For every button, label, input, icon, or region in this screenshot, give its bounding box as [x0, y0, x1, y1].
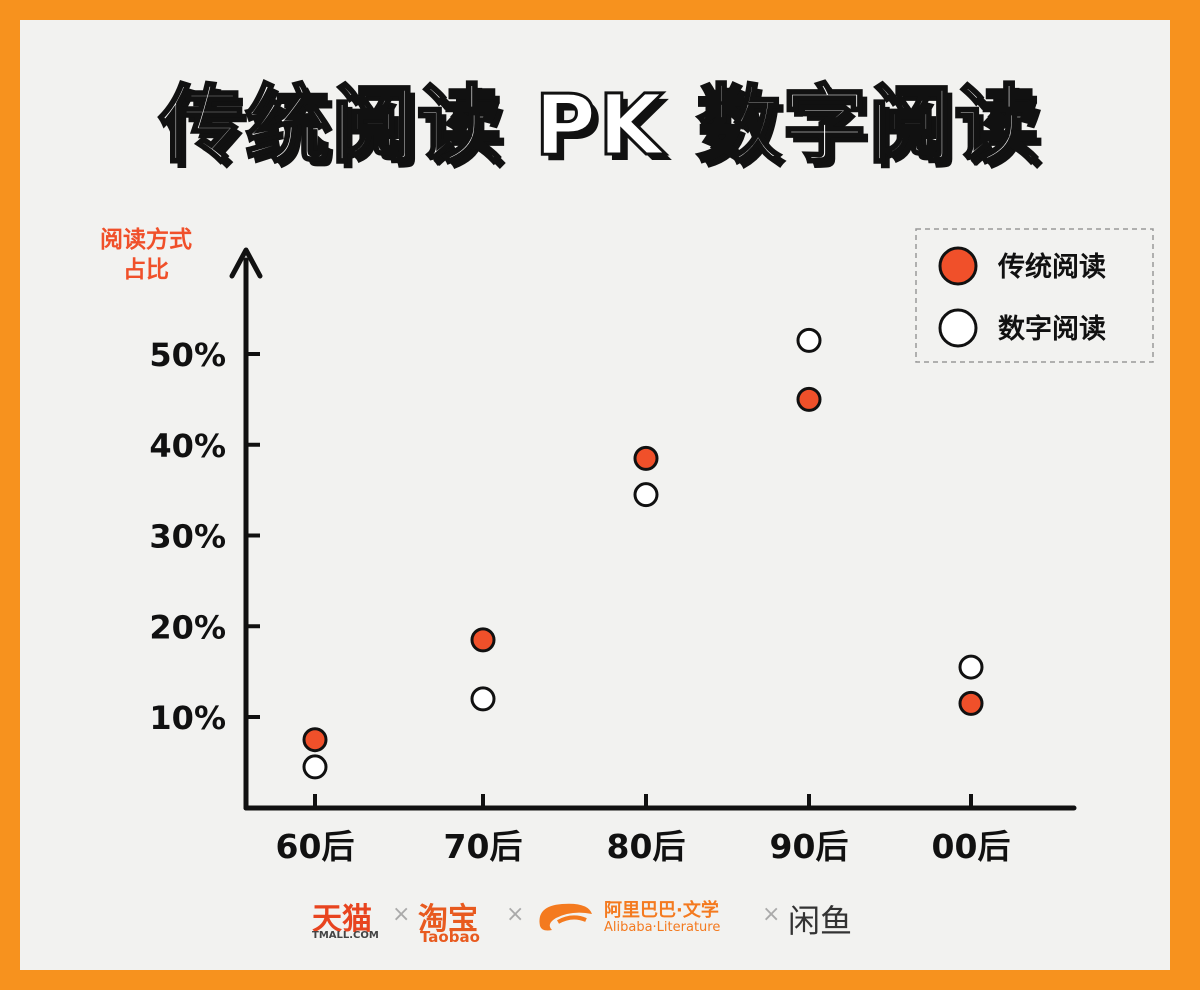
point-traditional	[958, 690, 984, 716]
chart-card	[20, 20, 1170, 970]
legend-label: 传统阅读	[997, 251, 1106, 283]
legend-marker-traditional	[938, 246, 978, 286]
alibaba-literature-logo: 阿里巴巴·文学	[604, 900, 719, 921]
separator-2: ×	[506, 902, 525, 927]
point-traditional	[796, 386, 822, 412]
x-tick-label: 90后	[770, 827, 849, 866]
point-digital	[958, 654, 984, 680]
y-tick-label: 40%	[149, 427, 226, 465]
tmall-logo: 天猫	[312, 902, 372, 937]
chart-title: 传统阅读 PK 数字阅读	[158, 75, 1041, 176]
point-digital	[470, 686, 496, 712]
x-tick-label: 60后	[276, 827, 355, 866]
tmall-sub: TMALL.COM	[312, 930, 379, 941]
legend-label: 数字阅读	[998, 313, 1106, 345]
y-tick-label: 50%	[149, 336, 226, 374]
taobao-sub: Taobao	[420, 928, 480, 946]
x-tick-label: 80后	[607, 827, 686, 866]
x-tick-label: 00后	[932, 827, 1011, 866]
alibaba-icon	[539, 903, 592, 931]
point-traditional	[633, 445, 659, 471]
point-traditional	[470, 627, 496, 653]
x-axis-labels: 60后 70后 80后 90后 00后	[276, 794, 1011, 866]
point-traditional	[302, 727, 328, 753]
data-points	[302, 327, 984, 780]
y-tick-label: 10%	[149, 699, 226, 737]
taobao-logo: 淘宝	[418, 902, 478, 937]
separator-3: ×	[762, 902, 781, 927]
legend-box	[915, 228, 1154, 363]
alibaba-literature-sub: Alibaba·Literature	[604, 920, 721, 935]
y-tick-label: 20%	[149, 608, 226, 646]
separator-1: ×	[392, 902, 411, 927]
y-axis-title: 占比	[123, 257, 169, 283]
legend-marker-digital	[938, 308, 978, 348]
y-axis-title: 阅读方式	[100, 226, 192, 253]
point-digital	[302, 754, 328, 780]
y-tick-label: 30%	[149, 518, 226, 556]
x-tick-label: 70后	[444, 827, 523, 866]
xianyu-logo: 闲鱼	[788, 902, 853, 940]
footer-brands: 天猫 TMALL.COM × 淘宝 Taobao × 阿里巴巴·文学 Aliba…	[0, 890, 1200, 946]
y-axis-arrow	[229, 247, 263, 279]
point-digital	[633, 482, 659, 508]
point-digital	[796, 327, 822, 353]
